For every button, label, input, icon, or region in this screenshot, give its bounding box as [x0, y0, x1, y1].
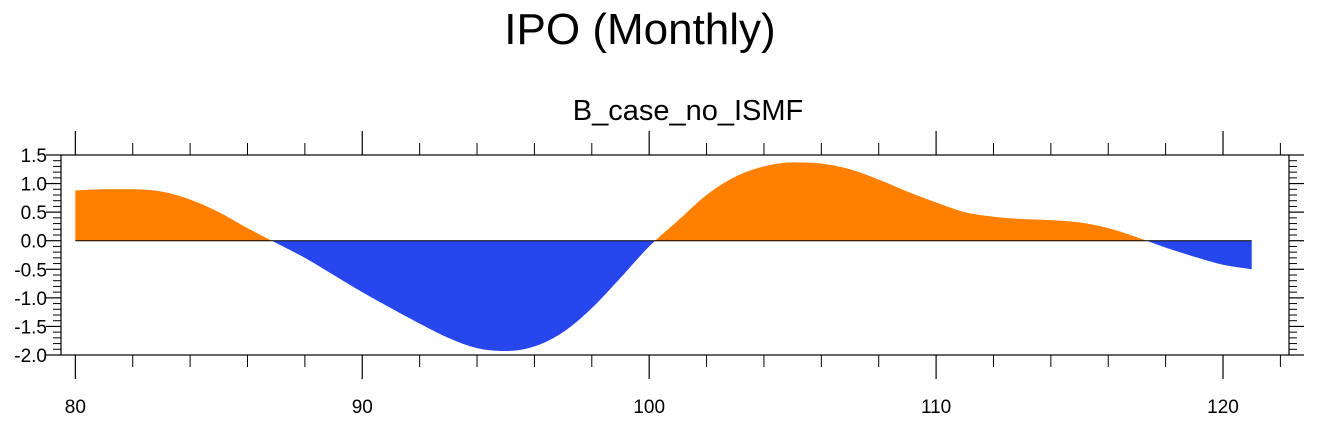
negative-area-3	[1146, 240, 1252, 270]
y-tick-label-2: -1.0	[14, 289, 47, 310]
x-tick-label-110: 110	[921, 397, 951, 418]
y-tick-label-0: -2.0	[14, 346, 47, 367]
y-tick-label-3: -0.5	[14, 260, 47, 281]
negative-area-1	[271, 240, 656, 351]
chart-subtitle: B_case_no_ISMF	[573, 95, 804, 127]
x-tick-label-90: 90	[352, 397, 373, 418]
x-tick-label-100: 100	[633, 397, 665, 418]
y-tick-label-1: -1.5	[14, 317, 47, 338]
x-tick-label-120: 120	[1207, 397, 1239, 418]
chart-title: IPO (Monthly)	[504, 5, 775, 54]
y-tick-label-6: 1.0	[21, 175, 47, 196]
y-tick-label-7: 1.5	[21, 146, 47, 167]
x-tick-label-80: 80	[65, 397, 86, 418]
y-tick-label-4: 0.0	[21, 232, 47, 253]
minor-ticks	[53, 143, 1297, 367]
plot-frame	[60, 154, 1290, 356]
tick-labels: 80 90 100 110 120 -2.0 -1.5 -1.0 -0.5 0.0 0.5 1.0 1.…	[14, 146, 1239, 418]
area-fill-layer	[75, 162, 1252, 351]
y-tick-label-5: 0.5	[21, 203, 47, 224]
positive-area-2	[655, 162, 1147, 241]
positive-area-0	[75, 189, 272, 241]
major-ticks	[46, 131, 1304, 379]
